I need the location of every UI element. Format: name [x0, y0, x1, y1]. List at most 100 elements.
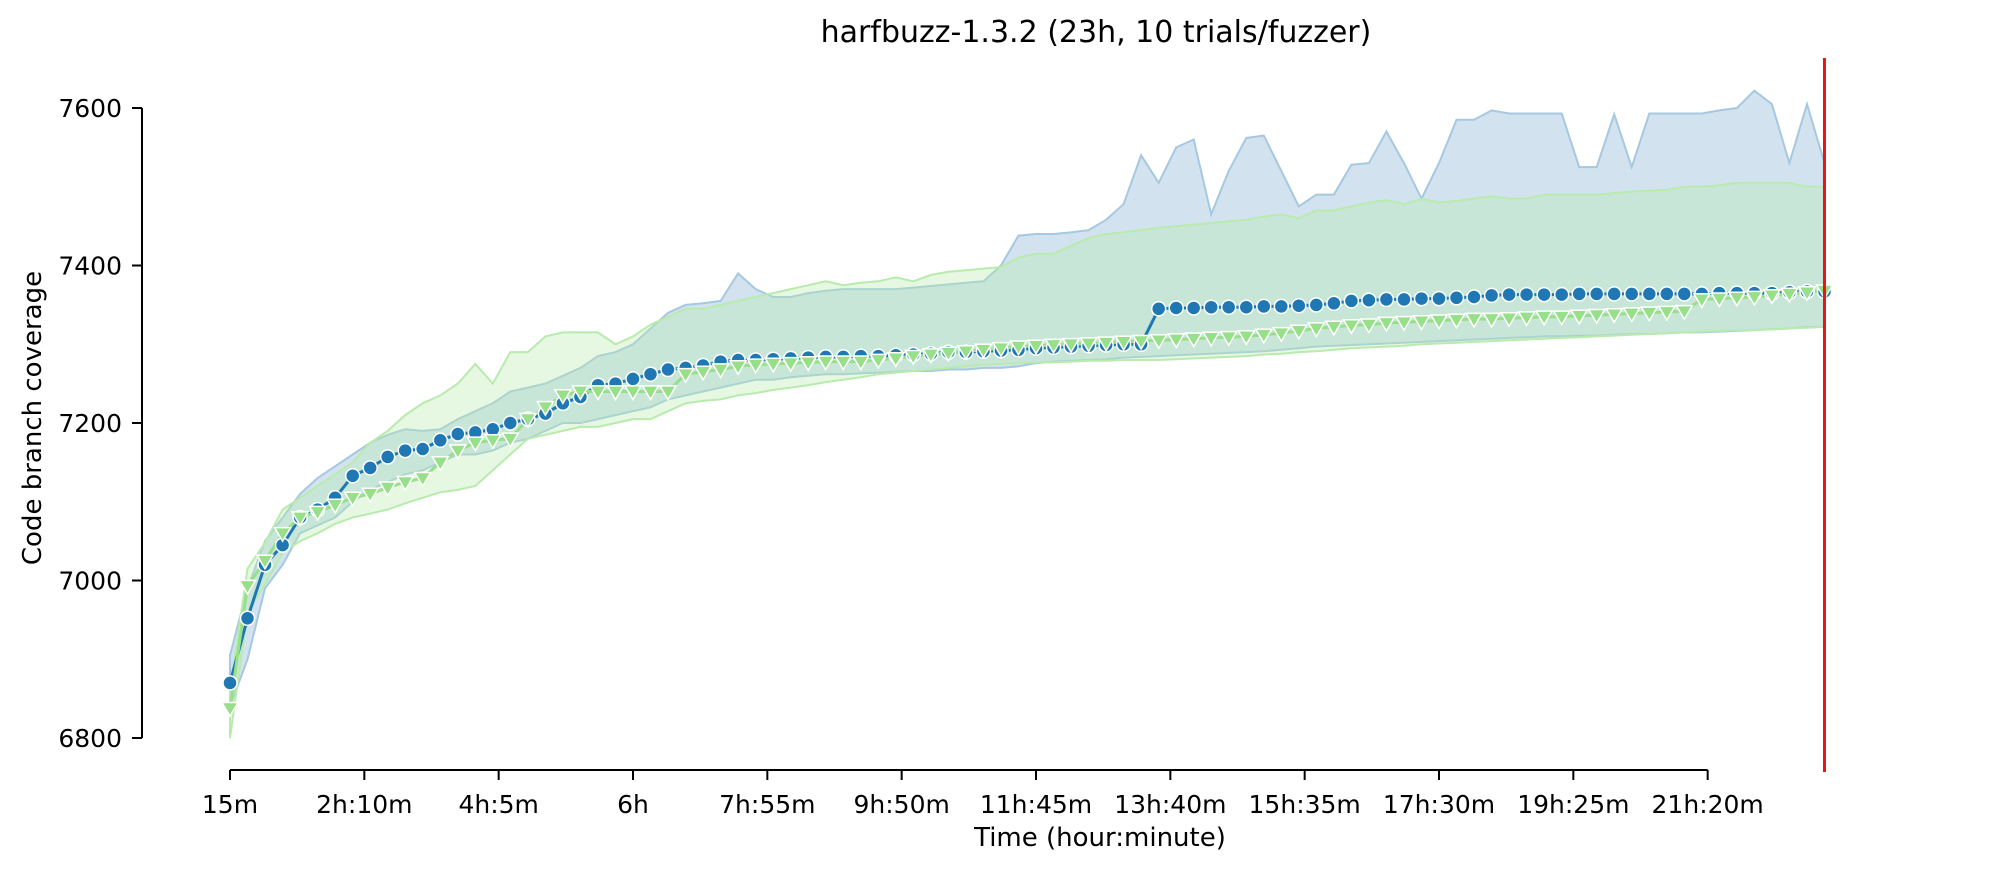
x-tick-label: 2h:10m	[316, 790, 412, 819]
series-2-point	[360, 487, 380, 504]
series-1-point	[1220, 299, 1237, 315]
series-2-point	[1622, 307, 1642, 323]
series-2-point	[956, 344, 976, 361]
series-1-point	[414, 441, 431, 457]
series-2-point	[536, 400, 555, 417]
series-2-point	[500, 432, 520, 449]
series-1-point	[1676, 286, 1693, 302]
series-2-point	[430, 456, 450, 472]
series-1-point	[1448, 290, 1465, 306]
series-2-point	[623, 385, 643, 401]
series-2-point	[1745, 290, 1764, 307]
series-1-point	[625, 371, 641, 387]
series-2-point	[1236, 330, 1256, 346]
series-2-point	[1096, 336, 1116, 353]
series-2-point	[1692, 293, 1712, 309]
series-1-point	[502, 415, 519, 431]
series-2-point	[1517, 311, 1536, 327]
x-axis-ticks: 15m 2h:10m 4h:5m 6h 7h:55m 9h:50m 11h:45m 13h:4…	[202, 770, 1764, 819]
series-1-point	[432, 432, 449, 449]
series-2-point	[868, 353, 888, 370]
x-tick-label: 19h:25m	[1517, 790, 1629, 819]
series-2-point	[1184, 332, 1204, 349]
series-2-point	[1552, 310, 1572, 327]
x-axis-label: Time (hour:minute)	[973, 823, 1226, 853]
series-2-point	[343, 491, 363, 508]
y-tick-label: 7600	[58, 94, 122, 123]
series-2-point	[1271, 326, 1291, 343]
x-tick-label: 15m	[202, 790, 258, 819]
series-2-point	[465, 436, 485, 453]
series-1-point	[1361, 292, 1377, 308]
series-2-point	[1359, 318, 1379, 335]
series-1-point	[1168, 300, 1184, 316]
series-1-point	[239, 610, 256, 627]
series-2-point	[1709, 292, 1729, 309]
series-2-point	[553, 389, 573, 405]
confidence-band-series-2	[229, 181, 1826, 739]
series-2-point	[798, 356, 818, 372]
series-1-point	[1185, 300, 1202, 316]
chart-title: harfbuzz-1.3.2 (23h, 10 trials/fuzzer)	[821, 15, 1372, 50]
series-2-point	[728, 359, 748, 376]
series-2-point	[1499, 311, 1519, 328]
series-2-point	[1412, 315, 1431, 331]
y-tick-label: 7400	[58, 252, 122, 281]
series-2-point	[308, 505, 327, 522]
series-2-point	[746, 358, 766, 375]
series-2-point	[1762, 289, 1782, 305]
series-2-point	[1377, 316, 1396, 333]
series-2-point	[378, 481, 398, 498]
series-1-point	[222, 675, 238, 691]
series-1-point	[1150, 301, 1167, 317]
series-1-point	[1518, 286, 1535, 303]
series-2-point	[1482, 312, 1501, 329]
series-2-point	[833, 355, 853, 372]
y-axis-ticks: 6800 7000 7200 7400 7600	[58, 94, 142, 753]
series-2-point	[1061, 337, 1081, 354]
x-tick-label: 11h:45m	[980, 790, 1092, 819]
series-2-point	[1674, 304, 1694, 321]
series-2-point	[1306, 322, 1326, 338]
series-2-point	[816, 355, 836, 372]
series-2-point	[1797, 285, 1817, 302]
series-2-point	[1604, 307, 1624, 324]
series-2-point	[1727, 291, 1747, 308]
x-tick-label: 4h:5m	[458, 790, 538, 819]
series-1-point	[1413, 290, 1430, 307]
series-2-point	[1166, 333, 1186, 349]
series-2-point	[1324, 320, 1344, 337]
series-1-point	[1378, 291, 1395, 308]
series-2-point	[220, 701, 240, 718]
series-1-point	[1326, 295, 1342, 312]
series-1-point	[397, 442, 413, 459]
series-2-point	[658, 385, 678, 401]
series-2-point	[413, 471, 433, 488]
series-2-point	[886, 352, 906, 368]
series-2-point	[991, 341, 1011, 358]
series-2-point	[1657, 305, 1677, 322]
series-2-point	[1044, 338, 1063, 355]
series-1-point	[379, 449, 396, 465]
x-tick-label: 6h	[617, 790, 649, 819]
y-tick-label: 7000	[58, 567, 122, 596]
series-2-point	[939, 346, 958, 363]
series-1-point	[660, 361, 676, 378]
y-tick-label: 6800	[58, 724, 122, 753]
series-2-point	[588, 385, 608, 401]
series-1-point	[450, 426, 466, 442]
x-tick-label: 7h:55m	[719, 790, 815, 819]
series-2-point	[851, 355, 871, 372]
x-tick-label: 15h:35m	[1249, 790, 1361, 819]
series-2-point	[255, 554, 275, 571]
series-1-point	[362, 460, 378, 476]
series-2-point	[325, 498, 345, 515]
series-2-point	[1587, 308, 1607, 325]
series-2-point	[395, 475, 415, 492]
series-2-point	[1639, 306, 1659, 323]
series-1-point	[642, 366, 659, 382]
series-2-point	[238, 579, 257, 596]
series-2-point	[1569, 309, 1589, 326]
